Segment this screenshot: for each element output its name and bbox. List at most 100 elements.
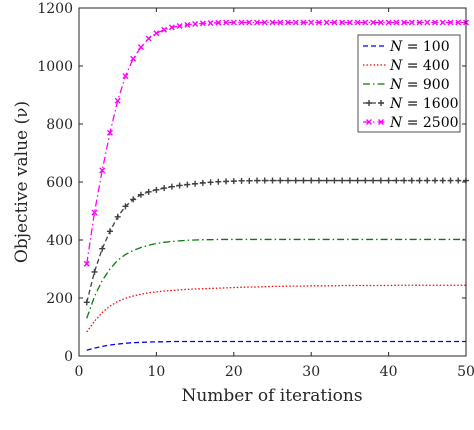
x-tick-label: 10 — [147, 364, 165, 380]
x-marker — [254, 19, 261, 26]
y-axis: 0 200 400 600 800 1000 1200 — [37, 1, 466, 365]
legend-label: N = 1600 — [389, 96, 459, 112]
plus-marker — [184, 181, 191, 188]
plus-marker — [238, 177, 245, 184]
x-marker — [122, 73, 129, 80]
plus-marker — [362, 177, 369, 184]
x-marker — [99, 167, 106, 174]
plus-marker — [416, 177, 423, 184]
legend-var: N — [389, 77, 403, 93]
plus-marker — [99, 245, 106, 252]
x-marker — [223, 19, 230, 26]
x-marker — [370, 19, 377, 26]
plus-marker — [385, 177, 392, 184]
plus-marker — [153, 186, 160, 193]
plus-marker — [91, 268, 98, 275]
plus-marker — [339, 177, 346, 184]
x-marker — [114, 97, 121, 104]
x-marker — [215, 19, 222, 26]
y-tick-label: 200 — [46, 291, 73, 307]
plus-marker — [393, 177, 400, 184]
legend-value: = 900 — [402, 77, 449, 93]
plus-marker — [315, 177, 322, 184]
x-marker — [91, 209, 98, 216]
plus-marker — [176, 182, 183, 189]
x-marker — [362, 19, 369, 26]
plus-marker — [192, 180, 199, 187]
x-marker — [83, 260, 90, 267]
plus-marker — [137, 191, 144, 198]
x-marker — [447, 19, 454, 26]
x-tick-label: 20 — [225, 364, 243, 380]
x-marker — [161, 26, 168, 33]
x-marker — [439, 19, 446, 26]
x-marker — [455, 19, 462, 26]
x-marker — [385, 19, 392, 26]
plus-marker — [455, 177, 462, 184]
legend-value: = 2500 — [402, 115, 458, 131]
x-marker — [416, 19, 423, 26]
x-marker — [168, 24, 175, 31]
x-marker — [377, 19, 384, 26]
x-marker — [230, 19, 237, 26]
x-tick-label: 40 — [380, 364, 398, 380]
plus-marker — [246, 177, 253, 184]
x-marker — [354, 19, 361, 26]
x-marker — [269, 19, 276, 26]
x-marker — [315, 19, 322, 26]
plus-marker — [370, 177, 377, 184]
plus-marker — [161, 185, 168, 192]
x-marker — [199, 20, 206, 27]
plus-marker — [447, 177, 454, 184]
x-marker — [323, 19, 330, 26]
y-tick-label: 400 — [46, 233, 73, 249]
x-marker — [331, 19, 338, 26]
x-marker — [378, 119, 384, 125]
plus-marker — [207, 179, 214, 186]
plus-marker — [114, 213, 121, 220]
legend-label: N = 400 — [389, 58, 450, 74]
x-tick-label: 0 — [75, 364, 84, 380]
plus-marker — [199, 179, 206, 186]
plus-marker — [323, 177, 330, 184]
legend-var: N — [389, 39, 403, 55]
plus-marker — [254, 177, 261, 184]
series-line-1 — [86, 284, 466, 333]
x-marker — [130, 55, 137, 62]
y-tick-label: 1200 — [37, 1, 73, 17]
legend-box — [357, 34, 461, 133]
x-marker — [284, 19, 291, 26]
plus-marker — [378, 100, 384, 106]
x-marker — [153, 30, 160, 37]
x-marker — [339, 19, 346, 26]
legend-label: N = 100 — [389, 39, 450, 55]
plus-marker — [292, 177, 299, 184]
plus-marker — [346, 177, 353, 184]
plus-marker — [308, 177, 315, 184]
x-marker — [401, 19, 408, 26]
y-tick-label: 1000 — [37, 59, 73, 75]
x-marker — [393, 19, 400, 26]
plus-marker — [168, 183, 175, 190]
plus-marker — [83, 299, 90, 306]
plus-marker — [439, 177, 446, 184]
x-marker — [292, 19, 299, 26]
x-marker — [408, 19, 415, 26]
legend-label: N = 900 — [389, 77, 450, 93]
x-axis-label: Number of iterations — [181, 386, 362, 406]
plus-marker — [284, 177, 291, 184]
x-marker — [424, 19, 431, 26]
plus-marker — [424, 177, 431, 184]
plus-marker — [401, 177, 408, 184]
plus-marker — [269, 177, 276, 184]
x-marker — [192, 20, 199, 27]
legend-value: = 1600 — [402, 96, 458, 112]
series-line-2 — [86, 238, 466, 319]
plus-marker — [300, 177, 307, 184]
plus-marker — [223, 178, 230, 185]
legend-var: N — [389, 58, 403, 74]
x-marker — [137, 44, 144, 51]
legend-var: N — [389, 96, 403, 112]
